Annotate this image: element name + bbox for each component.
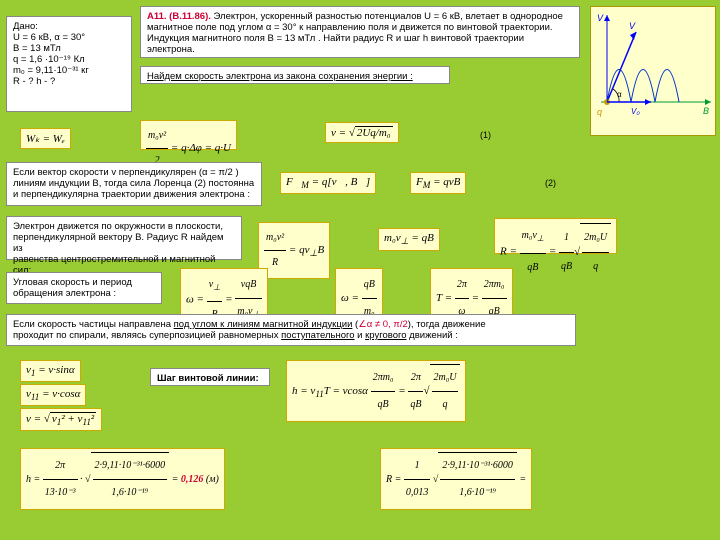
given-l3: q = 1,6 ·10⁻¹⁹ Кл (13, 54, 85, 65)
txt4b: обращения электрона : (13, 288, 116, 299)
text2-box: Если вектор скорости v перпендикулярен (… (6, 162, 262, 206)
instruction1-box: Найдем скорость электрона из закона сохр… (140, 66, 450, 84)
text4-box: Угловая скорость и период обращения элек… (6, 272, 162, 304)
label-1: (1) (480, 130, 491, 140)
given-l2: B = 13 мТл (13, 43, 61, 54)
eq1c: v = √2Uq/m₀ (325, 122, 399, 143)
svg-text:V: V (597, 13, 604, 23)
problem-ref: А11. (В.11.86). (147, 11, 211, 22)
label-2: (2) (545, 178, 556, 188)
given-l5: R - ? h - ? (13, 76, 55, 87)
svg-text:B: B (703, 106, 709, 116)
given-title: Дано: (13, 21, 38, 32)
eq2b: FM = qvB (410, 172, 466, 194)
problem-l2: магнитное поле под углом α = 30° к напра… (147, 22, 553, 33)
text3-box: Электрон движется по окружности в плоско… (6, 216, 242, 260)
txt4a: Угловая скорость и период (13, 277, 132, 288)
eq1b: m₀v²2 = q·Δφ = q·U (140, 120, 237, 150)
problem-l3: Индукция магнитного поля B = 13 мТл . На… (147, 33, 524, 55)
txt3b: перпендикулярной вектору B. Радиус R най… (13, 232, 224, 254)
svg-text:V₀: V₀ (631, 107, 640, 116)
eq1a-text: Wₖ = Wₑ (26, 133, 65, 145)
eq1a: Wₖ = Wₑ (20, 128, 71, 149)
eq6b: v11 = v·cosα (20, 384, 86, 406)
txt3a: Электрон движется по окружности в плоско… (13, 221, 223, 232)
eq3c: R = m₀v⊥qB = 1qB√2m₀Uq (494, 218, 617, 254)
svg-text:q: q (597, 107, 602, 117)
eq6c: v = √v1² + v11² (20, 408, 102, 431)
given-l4: m₀ = 9,11·10⁻³¹ кг (13, 65, 89, 76)
given-box: Дано: U = 6 кВ, α = 30° B = 13 мТл q = 1… (6, 16, 132, 112)
result-r: R = 10,013 √2·9,11·10⁻³¹·60001,6·10⁻¹⁹ = (380, 448, 532, 510)
svg-text:V: V (629, 21, 636, 31)
eq7: h = v11T = vcosα 2πm₀qB = 2πqB√2m₀Uq (286, 360, 466, 422)
problem-l1: Электрон, ускоренный разностью потенциал… (214, 11, 563, 22)
txt5a: Если скорость частицы направлена под угл… (13, 319, 486, 330)
txt2b: линиям индукции B, тогда сила Лоренца (2… (13, 178, 254, 189)
svg-text:α: α (617, 90, 622, 99)
instruction1-text: Найдем скорость электрона из закона сохр… (147, 71, 413, 82)
txt2c: и перпендикулярна траектории движения эл… (13, 189, 250, 200)
text7-box: Шаг винтовой линии: (150, 368, 270, 386)
helix-diagram: B V V α q V₀ (590, 6, 716, 136)
eq3a: m₀v²R = qv⊥B (258, 222, 330, 279)
eq2a: F⃗M = q[v⃗, B⃗] (280, 172, 376, 194)
text5-box: Если скорость частицы направлена под угл… (6, 314, 576, 346)
problem-box: А11. (В.11.86). Электрон, ускоренный раз… (140, 6, 580, 58)
eq6a: v1 = v·sinα (20, 360, 81, 382)
eq3b: m₀v⊥ = qB (378, 228, 440, 251)
txt7: Шаг винтовой линии: (157, 373, 259, 384)
txt5b: проходит по спирали, являясь суперпозици… (13, 330, 458, 341)
given-l1: U = 6 кВ, α = 30° (13, 32, 85, 43)
txt2a: Если вектор скорости v перпендикулярен (… (13, 167, 239, 178)
result-h: h = 2π13·10⁻³ · √2·9,11·10⁻³¹·60001,6·10… (20, 448, 225, 510)
